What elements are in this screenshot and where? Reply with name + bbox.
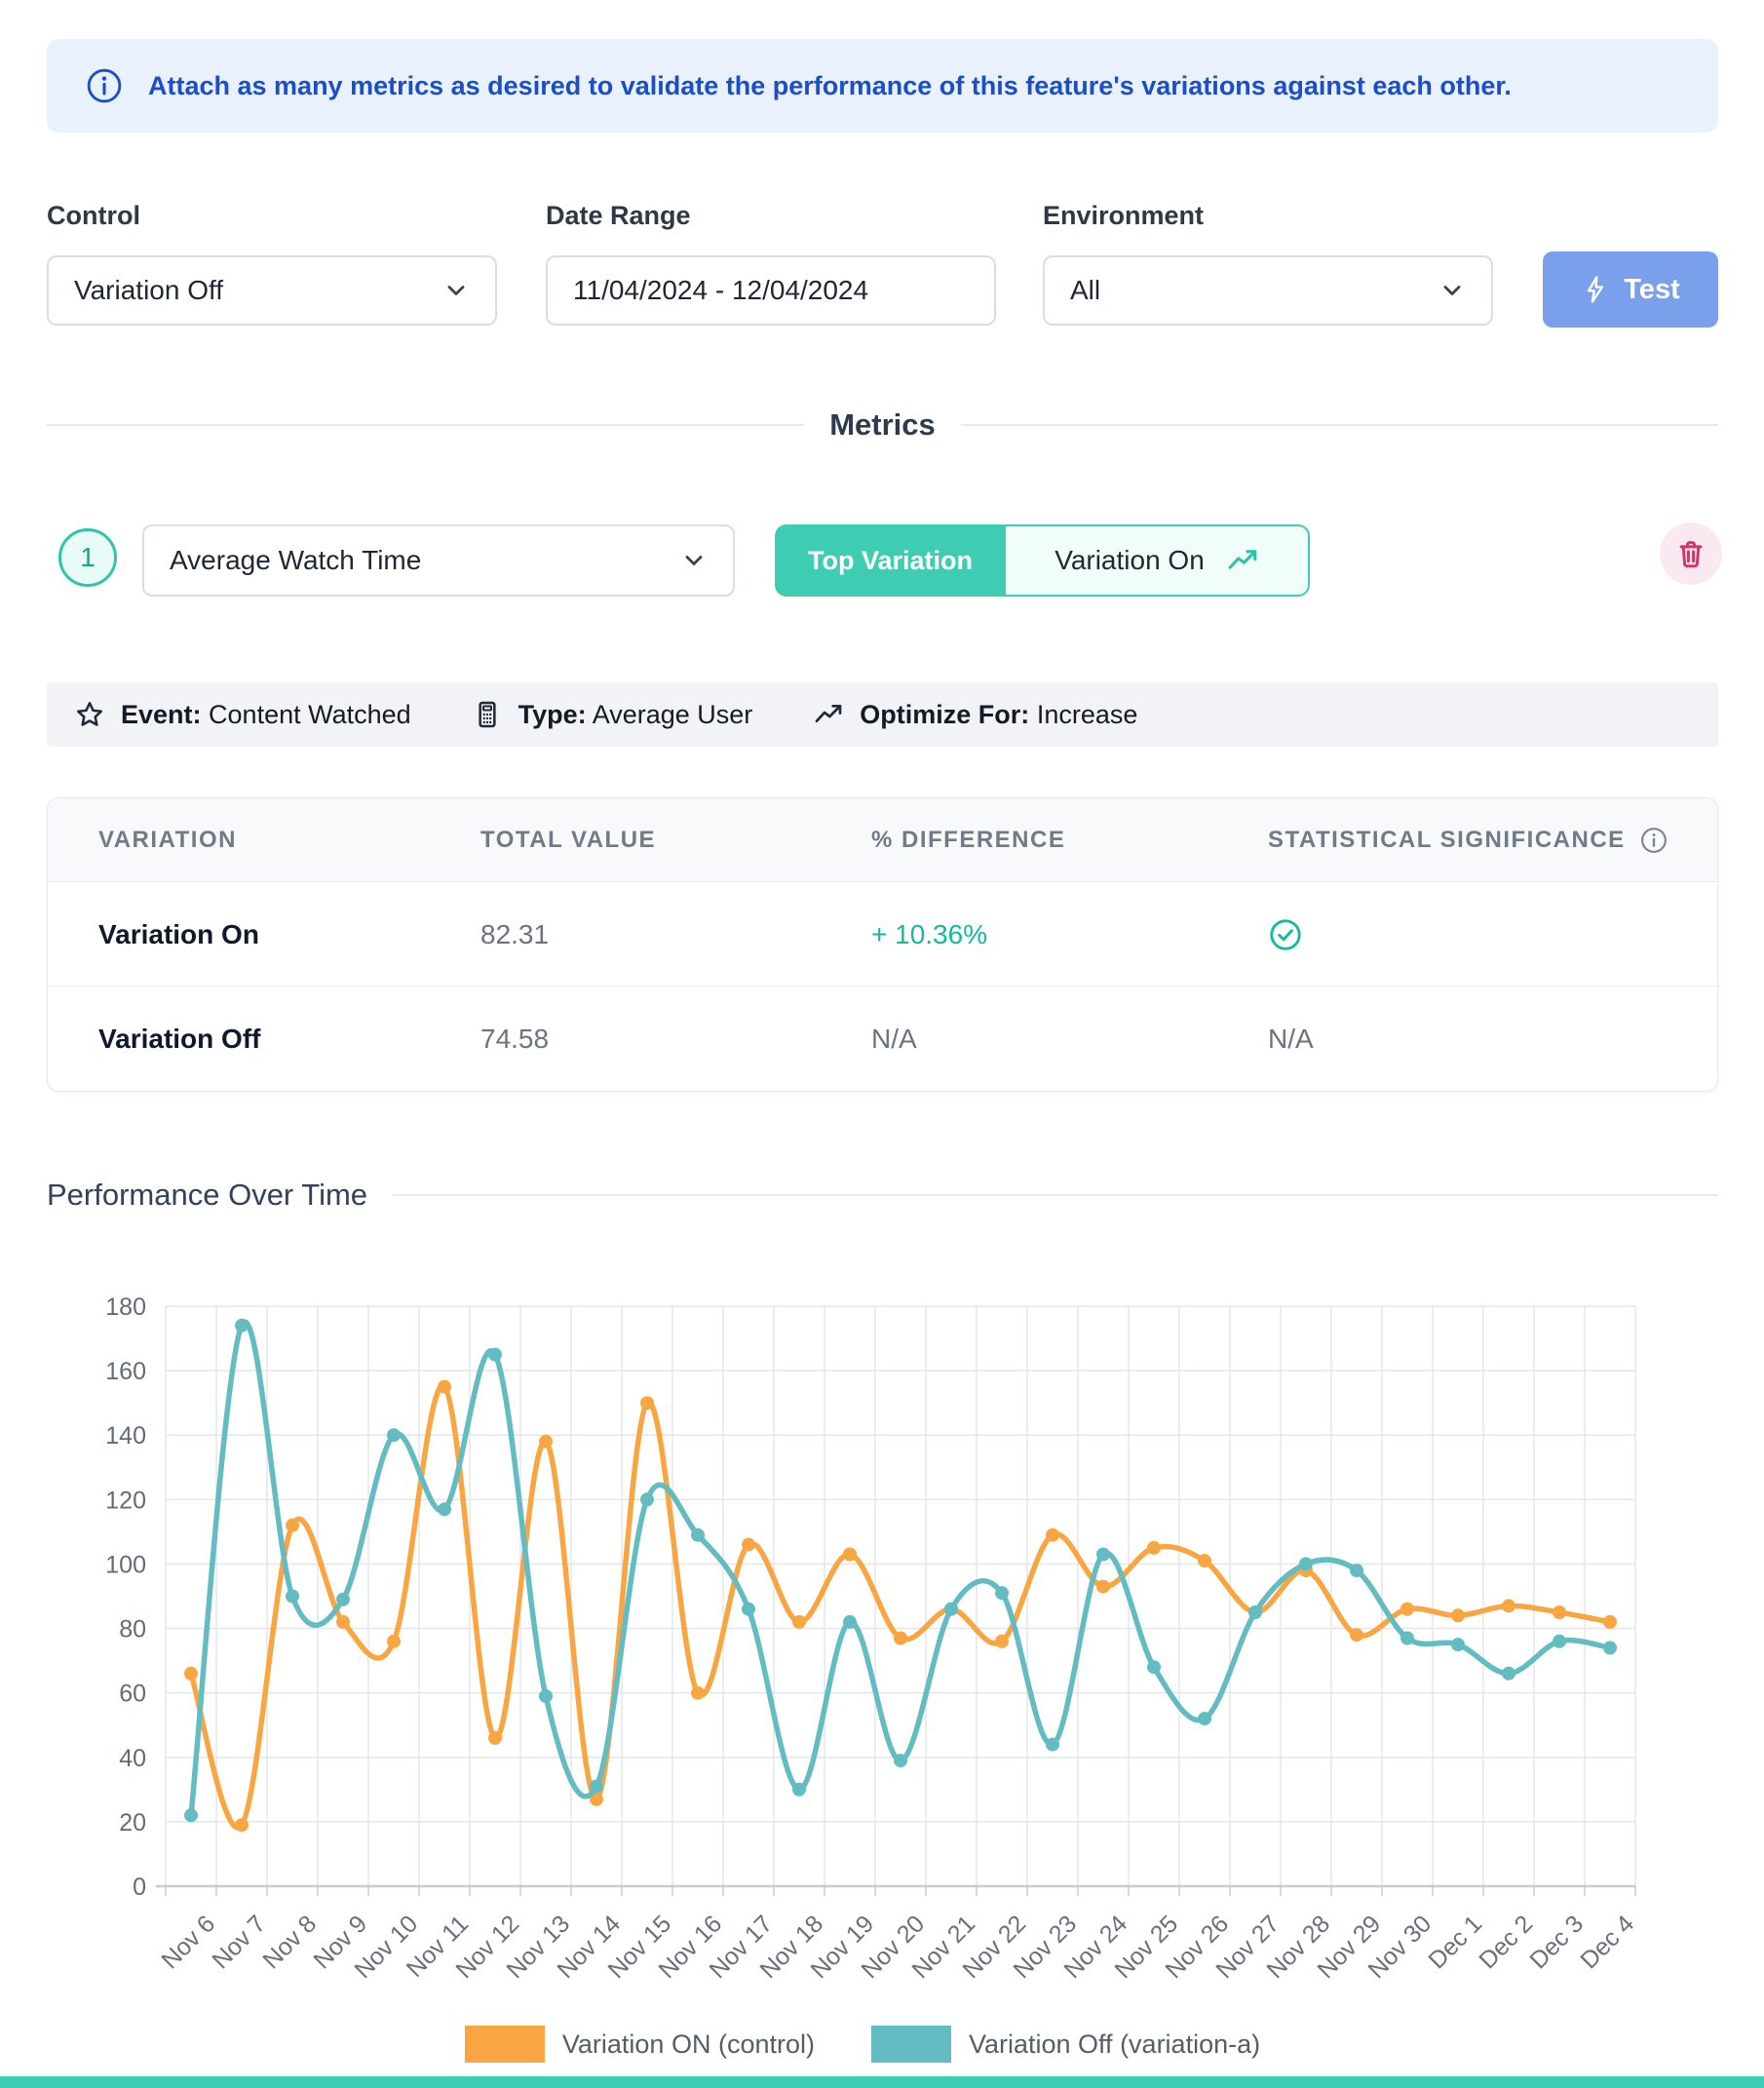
svg-text:100: 100 [105,1551,146,1578]
environment-select[interactable]: All [1043,255,1493,326]
row-significance: N/A [1268,1023,1314,1054]
top-variation-value-pill: Variation On [1006,524,1310,597]
table-row-variation-on: Variation On 82.31 + 10.36% [48,882,1717,986]
info-banner: Attach as many metrics as desired to val… [47,39,1718,133]
svg-text:Nov 6: Nov 6 [156,1910,220,1974]
svg-text:Dec 2: Dec 2 [1474,1910,1538,1974]
metric-index-badge: 1 [58,528,117,587]
svg-text:160: 160 [105,1358,146,1385]
svg-text:Dec 3: Dec 3 [1524,1910,1589,1974]
row-significance [1268,882,1303,986]
trash-icon [1679,541,1703,568]
date-range-value: 11/04/2024 - 12/04/2024 [573,275,869,305]
svg-text:0: 0 [133,1874,146,1901]
metric-select[interactable]: Average Watch Time [142,524,735,597]
trending-up-icon [1228,550,1257,569]
svg-text:20: 20 [119,1809,146,1837]
event-value: Content Watched [209,699,411,729]
control-select[interactable]: Variation Off [47,255,497,326]
performance-section-header: Performance Over Time [47,1178,1718,1213]
info-icon [87,68,122,103]
calculator-icon [479,701,496,728]
banner-text: Attach as many metrics as desired to val… [148,70,1512,100]
top-variation-label: Top Variation [775,524,1006,597]
star-icon [77,702,102,726]
svg-text:120: 120 [105,1487,146,1514]
control-select-value: Variation Off [74,275,224,305]
date-range-input[interactable]: 11/04/2024 - 12/04/2024 [546,255,996,326]
event-group: Event: Content Watched [74,699,411,730]
table-row-variation-off: Variation Off 74.58 N/A N/A [48,986,1717,1091]
metrics-title: Metrics [829,407,936,442]
chevron-down-icon [1443,286,1461,295]
svg-text:Nov 7: Nov 7 [207,1910,271,1974]
metric-select-value: Average Watch Time [170,545,422,575]
legend-label: Variation Off (variation-a) [968,2029,1261,2059]
environment-select-value: All [1070,275,1101,305]
header-significance: STATISTICAL SIGNIFICANCE [1268,798,1668,882]
type-value: Average User [592,699,753,729]
top-variation-toggle[interactable]: Top Variation Variation On [775,524,1310,597]
test-button-label: Test [1624,273,1680,305]
bottom-accent-bar [0,2076,1764,2088]
trending-up-icon [815,705,842,722]
row-total-value: 82.31 [480,918,550,949]
chart-legend: Variation ON (control) Variation Off (var… [0,2026,1764,2063]
table-header-row: VARIATION TOTAL VALUE % DIFFERENCE STATI… [48,798,1717,882]
metric-index: 1 [80,542,96,572]
divider-line [393,1194,1718,1196]
optimize-group: Optimize For: Increase [813,699,1137,730]
row-difference: N/A [871,1023,917,1054]
performance-title: Performance Over Time [47,1178,368,1212]
chevron-down-icon [447,286,465,295]
svg-text:80: 80 [119,1616,146,1643]
optimize-label: Optimize For: [860,699,1030,729]
type-label: Type: [518,699,587,729]
event-label: Event: [121,699,202,729]
header-total-value: TOTAL VALUE [480,827,657,853]
svg-text:Nov 8: Nov 8 [257,1910,322,1974]
optimize-value: Increase [1036,699,1138,729]
test-button[interactable]: Test [1543,251,1718,328]
svg-text:Dec 4: Dec 4 [1575,1910,1639,1974]
top-variation-value: Variation On [1055,545,1205,575]
metrics-divider: Metrics [47,407,1719,443]
header-difference: % DIFFERENCE [871,827,1066,853]
lightning-icon [1588,276,1604,303]
type-group: Type: Average User [472,699,753,730]
chevron-down-icon [685,556,703,565]
info-icon[interactable] [1639,826,1668,855]
metric-details-bar: Event: Content Watched Type: Average Use… [47,682,1718,747]
legend-swatch[interactable] [464,2026,545,2063]
svg-text:40: 40 [119,1745,146,1772]
delete-metric-button[interactable] [1660,522,1722,585]
results-table: VARIATION TOTAL VALUE % DIFFERENCE STATI… [47,797,1718,1092]
svg-text:140: 140 [105,1422,146,1450]
date-range-label: Date Range [546,201,691,230]
environment-label: Environment [1043,201,1205,230]
row-difference: + 10.36% [871,918,988,949]
svg-text:Dec 1: Dec 1 [1423,1910,1487,1974]
legend-label: Variation ON (control) [561,2029,815,2059]
row-variation-name: Variation On [98,918,259,949]
svg-text:60: 60 [119,1681,146,1708]
row-variation-name: Variation Off [98,1023,261,1054]
divider-line [47,424,805,426]
svg-text:180: 180 [105,1294,146,1321]
legend-swatch[interactable] [870,2026,951,2063]
row-total-value: 74.58 [480,1023,550,1054]
divider-line [960,424,1719,426]
check-circle-icon [1270,918,1301,950]
control-label: Control [47,201,140,230]
header-variation: VARIATION [98,827,237,853]
